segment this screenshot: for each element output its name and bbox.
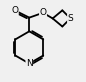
- Text: O: O: [39, 8, 47, 17]
- Text: N: N: [26, 59, 33, 68]
- Text: S: S: [68, 14, 73, 23]
- Text: O: O: [11, 6, 18, 15]
